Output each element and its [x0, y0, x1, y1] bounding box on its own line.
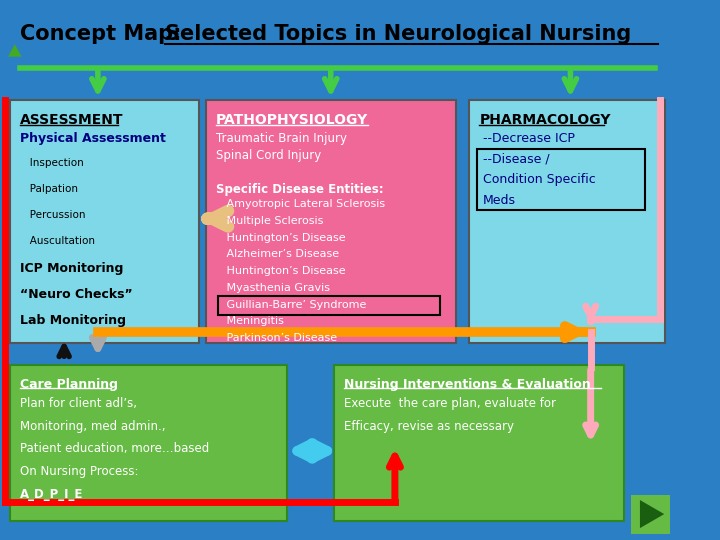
Text: Spinal Cord Injury: Spinal Cord Injury [216, 149, 321, 162]
Text: PHARMACOLOGY: PHARMACOLOGY [480, 113, 611, 127]
Text: Parkinson’s Disease: Parkinson’s Disease [216, 333, 337, 343]
Text: Physical Assessment: Physical Assessment [20, 132, 166, 145]
Text: Care Planning: Care Planning [20, 378, 118, 391]
Polygon shape [8, 44, 22, 57]
Text: Selected Topics in Neurological Nursing: Selected Topics in Neurological Nursing [166, 24, 631, 44]
Text: Condition Specific: Condition Specific [482, 173, 595, 186]
Text: Concept Map:: Concept Map: [20, 24, 197, 44]
FancyBboxPatch shape [10, 100, 199, 343]
Text: Execute  the care plan, evaluate for: Execute the care plan, evaluate for [344, 397, 557, 410]
Text: --Disease /: --Disease / [482, 153, 549, 166]
Text: Monitoring, med admin.,: Monitoring, med admin., [20, 420, 166, 433]
Text: Lab Monitoring: Lab Monitoring [20, 314, 126, 327]
FancyBboxPatch shape [206, 100, 456, 343]
Text: “Neuro Checks”: “Neuro Checks” [20, 288, 133, 301]
Text: Auscultation: Auscultation [20, 236, 95, 246]
FancyBboxPatch shape [334, 364, 624, 521]
Text: Meningitis: Meningitis [216, 316, 284, 327]
Text: Plan for client adl’s,: Plan for client adl’s, [20, 397, 138, 410]
Text: Myasthenia Gravis: Myasthenia Gravis [216, 283, 330, 293]
Text: Nursing Interventions & Evaluation: Nursing Interventions & Evaluation [344, 378, 591, 391]
Text: Alzheimer’s Disease: Alzheimer’s Disease [216, 249, 339, 260]
Text: Efficacy, revise as necessary: Efficacy, revise as necessary [344, 420, 514, 433]
Text: ICP Monitoring: ICP Monitoring [20, 262, 124, 275]
Text: PATHOPHYSIOLOGY: PATHOPHYSIOLOGY [216, 113, 368, 127]
FancyBboxPatch shape [631, 495, 670, 534]
Text: Huntington’s Disease: Huntington’s Disease [216, 266, 346, 276]
Text: Specific Disease Entities:: Specific Disease Entities: [216, 183, 384, 195]
Text: ASSESSMENT: ASSESSMENT [20, 113, 124, 127]
Text: Palpation: Palpation [20, 184, 78, 194]
Text: Multiple Sclerosis: Multiple Sclerosis [216, 216, 323, 226]
Text: Meds: Meds [482, 194, 516, 207]
Text: Patient education, more…based: Patient education, more…based [20, 442, 210, 455]
Text: --Decrease ICP: --Decrease ICP [482, 132, 575, 145]
Text: Huntington’s Disease: Huntington’s Disease [216, 233, 346, 243]
Text: Traumatic Brain Injury: Traumatic Brain Injury [216, 132, 347, 145]
FancyBboxPatch shape [469, 100, 665, 343]
Text: On Nursing Process:: On Nursing Process: [20, 465, 139, 478]
FancyBboxPatch shape [10, 364, 287, 521]
Text: A_D_P_I_E: A_D_P_I_E [20, 488, 84, 501]
Text: Guillian-Barre’ Syndrome: Guillian-Barre’ Syndrome [216, 300, 366, 310]
Text: Amyotropic Lateral Sclerosis: Amyotropic Lateral Sclerosis [216, 199, 385, 210]
Text: Inspection: Inspection [20, 158, 84, 168]
Polygon shape [640, 500, 665, 528]
Text: Percussion: Percussion [20, 210, 86, 220]
